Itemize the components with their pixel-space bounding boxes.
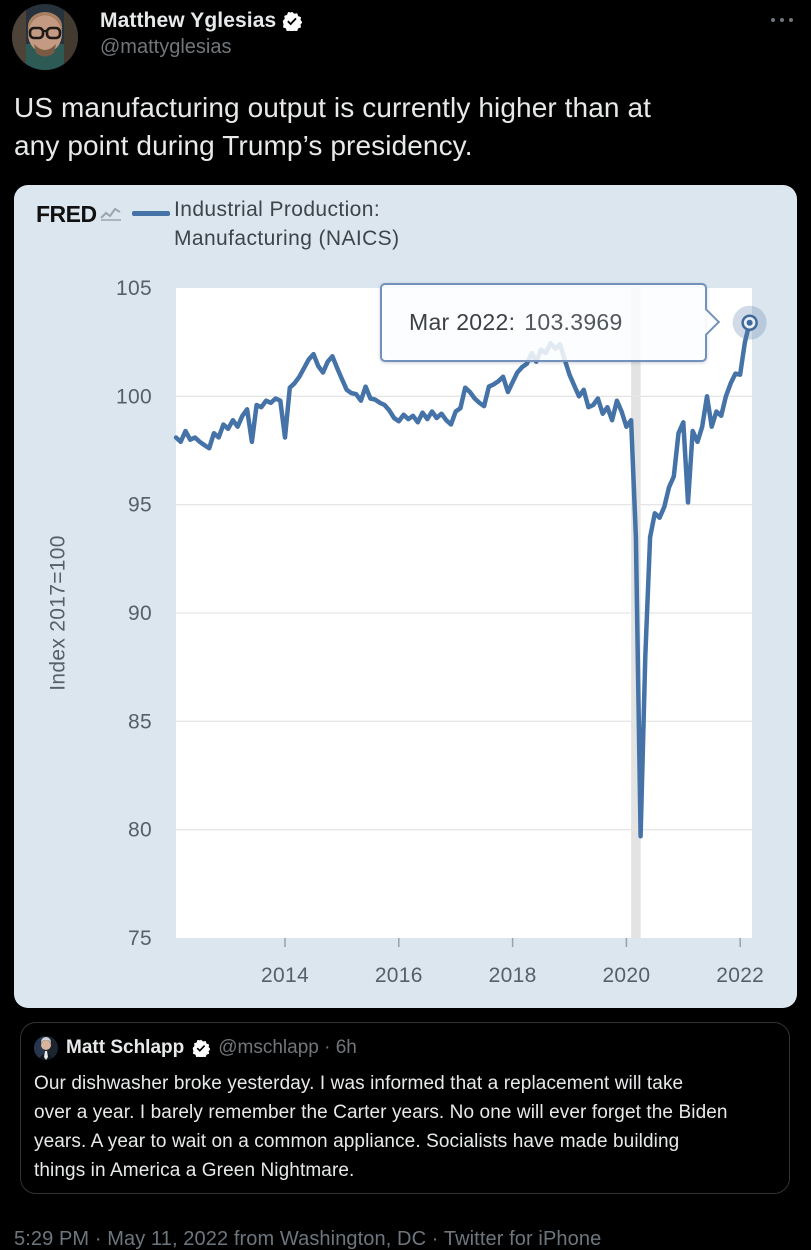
avatar-image bbox=[12, 4, 78, 70]
line-chart: 75 80 85 90 95 100 105 2014 2016 2018 2020 2022 bbox=[116, 277, 767, 987]
tooltip-value: 103.3969 bbox=[524, 309, 623, 335]
quoted-author-name: Matt Schlapp bbox=[66, 1037, 185, 1058]
svg-text:2018: 2018 bbox=[489, 964, 537, 987]
svg-text:105: 105 bbox=[116, 277, 152, 300]
svg-text:2016: 2016 bbox=[375, 964, 423, 987]
fred-chart-image[interactable]: 75 80 85 90 95 100 105 2014 2016 2018 2020 2022 FRE… bbox=[14, 185, 797, 1008]
tooltip-label: Mar 2022: bbox=[409, 309, 516, 335]
quoted-author-meta: @mschlapp · 6h bbox=[218, 1037, 357, 1058]
tweet-timestamp: 5:29 PM · May 11, 2022 from Washington, … bbox=[14, 1228, 602, 1250]
svg-text:2020: 2020 bbox=[602, 964, 650, 987]
svg-text:2022: 2022 bbox=[716, 964, 764, 987]
tweet-text: US manufacturing output is currently hig… bbox=[14, 89, 651, 165]
tweet-header: Matthew Yglesias @mattyglesias bbox=[0, 0, 811, 78]
quoted-avatar-image bbox=[34, 1036, 58, 1060]
author-name: Matthew Yglesias bbox=[100, 9, 277, 32]
quoted-avatar[interactable] bbox=[34, 1036, 58, 1060]
fred-logo-graph-icon bbox=[99, 207, 121, 221]
legend-label: Industrial Production: Manufacturing (NA… bbox=[174, 198, 400, 250]
svg-text:90: 90 bbox=[128, 602, 152, 625]
chart-tooltip: Mar 2022: 103.3969 bbox=[380, 283, 721, 362]
svg-text:75: 75 bbox=[128, 927, 152, 950]
svg-text:100: 100 bbox=[116, 385, 152, 408]
svg-text:2014: 2014 bbox=[261, 964, 309, 987]
verified-badge-icon bbox=[283, 11, 303, 31]
quoted-tweet-text: Our dishwasher broke yesterday. I was in… bbox=[34, 1073, 728, 1181]
legend-line-sample bbox=[132, 211, 170, 216]
author-handle: @mattyglesias bbox=[100, 36, 232, 58]
svg-text:85: 85 bbox=[128, 710, 152, 733]
quoted-verified-badge-icon bbox=[192, 1039, 211, 1057]
quoted-tweet[interactable]: Matt Schlapp @mschlapp · 6h Our dishwash… bbox=[20, 1022, 790, 1194]
quoted-tweet-header: Matt Schlapp @mschlapp · 6h bbox=[34, 1036, 357, 1060]
svg-text:95: 95 bbox=[128, 494, 152, 517]
y-axis-title: Index 2017=100 bbox=[47, 535, 70, 691]
fred-logo: FRED bbox=[36, 201, 122, 228]
svg-text:80: 80 bbox=[128, 819, 152, 842]
tweet-text-line: any point during Trump’s presidency. bbox=[14, 130, 473, 161]
author-name-row[interactable]: Matthew Yglesias bbox=[100, 9, 303, 33]
more-options-icon[interactable] bbox=[767, 14, 797, 26]
avatar[interactable] bbox=[12, 4, 78, 70]
tweet-text-line: US manufacturing output is currently hig… bbox=[14, 92, 651, 123]
